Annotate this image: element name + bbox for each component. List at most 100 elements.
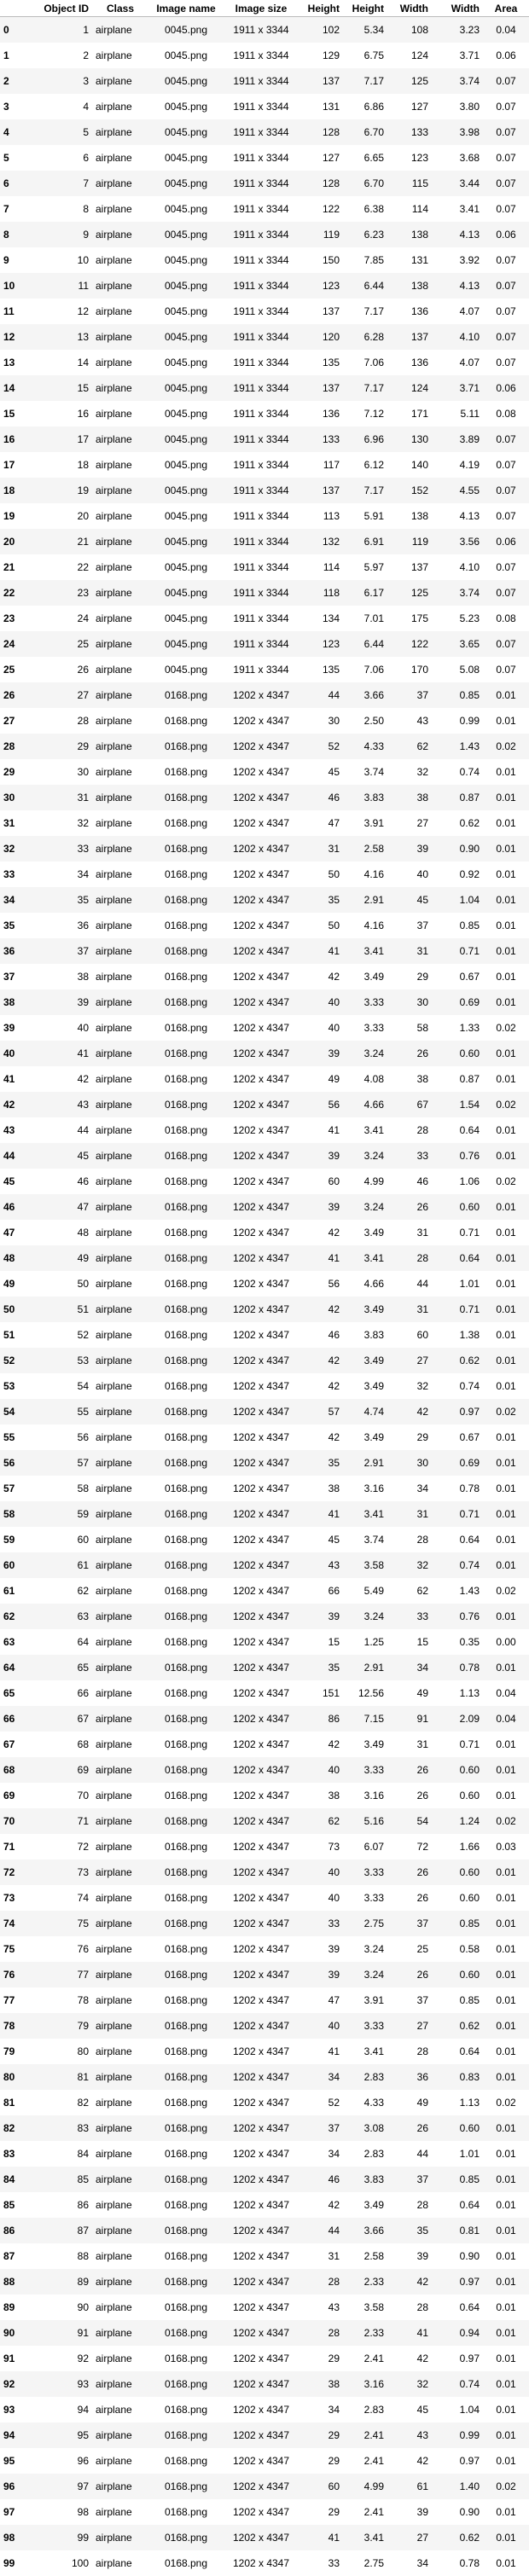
width-pct-cell: 5.23 <box>459 612 480 624</box>
image-size-cell: 1202 x 4347 <box>232 1610 290 1622</box>
table-row: 65 66 airplane 0168.png 1202 x 4347 151 12.56 4… <box>0 1680 529 1706</box>
area-cell: 0.01 <box>496 2198 516 2211</box>
height-px-cell: 29 <box>328 2505 340 2518</box>
image-name-cell: 0168.png <box>164 2505 208 2518</box>
image-name-cell: 0168.png <box>164 1814 208 1827</box>
row-index-cell: 86 <box>3 2224 15 2237</box>
image-name-cell: 0045.png <box>164 125 208 138</box>
width-px-cell: 67 <box>416 1098 428 1111</box>
width-pct-cell: 0.74 <box>459 2377 480 2390</box>
object-id-cell: 19 <box>77 484 89 496</box>
row-index-cell: 1 <box>3 49 9 61</box>
width-pct-cell: 4.07 <box>459 305 480 317</box>
row-index-cell: 72 <box>3 1865 15 1878</box>
table-row: 52 53 airplane 0168.png 1202 x 4347 42 3.49 27 0… <box>0 1347 529 1373</box>
width-pct-cell: 0.60 <box>459 1763 480 1776</box>
class-cell: airplane <box>96 125 132 138</box>
height-pct-cell: 4.99 <box>363 1175 384 1187</box>
row-index-cell: 16 <box>3 432 15 445</box>
image-name-cell: 0168.png <box>164 1558 208 1571</box>
table-row: 27 28 airplane 0168.png 1202 x 4347 30 2.50 43 0… <box>0 707 529 734</box>
image-name-cell: 0168.png <box>164 1430 208 1443</box>
width-pct-cell: 0.69 <box>459 995 480 1008</box>
height-px-cell: 38 <box>328 1482 340 1494</box>
row-index-cell: 55 <box>3 1430 15 1443</box>
class-cell: airplane <box>96 253 132 266</box>
area-cell: 0.01 <box>496 2326 516 2339</box>
height-px-cell: 86 <box>328 1712 340 1725</box>
area-cell: 0.01 <box>496 2275 516 2288</box>
width-px-cell: 41 <box>416 2326 428 2339</box>
image-size-cell: 1202 x 4347 <box>232 970 290 983</box>
width-px-cell: 37 <box>416 919 428 931</box>
class-cell: airplane <box>96 714 132 727</box>
height-pct-cell: 4.66 <box>363 1098 384 1111</box>
image-name-cell: 0045.png <box>164 279 208 292</box>
image-size-cell: 1202 x 4347 <box>232 1507 290 1520</box>
width-pct-cell: 3.80 <box>459 100 480 113</box>
image-name-cell: 0168.png <box>164 2352 208 2364</box>
height-pct-cell: 4.16 <box>363 919 384 931</box>
width-px-cell: 125 <box>410 586 428 599</box>
height-pct-cell: 7.15 <box>363 1712 384 1725</box>
width-pct-cell: 1.04 <box>459 2403 480 2416</box>
width-px-cell: 152 <box>410 484 428 496</box>
class-cell: airplane <box>96 1635 132 1648</box>
height-px-cell: 42 <box>328 1379 340 1392</box>
height-pct-cell: 3.74 <box>363 765 384 778</box>
width-px-cell: 42 <box>416 1405 428 1418</box>
image-name-cell: 0168.png <box>164 1917 208 1929</box>
image-size-cell: 1202 x 4347 <box>232 1993 290 2006</box>
class-cell: airplane <box>96 791 132 804</box>
height-pct-cell: 5.97 <box>363 560 384 573</box>
table-row: 66 67 airplane 0168.png 1202 x 4347 86 7.15 91 2… <box>0 1705 529 1732</box>
height-pct-cell: 3.91 <box>363 816 384 829</box>
width-pct-cell: 3.98 <box>459 125 480 138</box>
image-size-cell: 1202 x 4347 <box>232 2045 290 2057</box>
class-cell: airplane <box>96 2531 132 2544</box>
table-row: 96 97 airplane 0168.png 1202 x 4347 60 4.99 61 1… <box>0 2473 529 2499</box>
image-name-cell: 0168.png <box>164 1175 208 1187</box>
image-name-cell: 0045.png <box>164 23 208 36</box>
image-name-cell: 0168.png <box>164 1661 208 1674</box>
row-index-cell: 93 <box>3 2403 15 2416</box>
height-px-cell: 122 <box>322 202 340 215</box>
width-px-cell: 15 <box>416 1635 428 1648</box>
row-index-cell: 79 <box>3 2045 15 2057</box>
image-size-cell: 1202 x 4347 <box>232 688 290 701</box>
table-row: 30 31 airplane 0168.png 1202 x 4347 46 3.83 38 0… <box>0 784 529 810</box>
height-px-cell: 137 <box>322 74 340 87</box>
object-id-cell: 43 <box>77 1098 89 1111</box>
area-cell: 0.07 <box>496 484 516 496</box>
table-row: 22 23 airplane 0045.png 1911 x 3344 118 6.17 12… <box>0 579 529 606</box>
table-row: 13 14 airplane 0045.png 1911 x 3344 135 7.06 13… <box>0 349 529 375</box>
object-id-cell: 94 <box>77 2403 89 2416</box>
height-pct-cell: 3.41 <box>363 1507 384 1520</box>
object-id-cell: 66 <box>77 1686 89 1699</box>
height-px-cell: 57 <box>328 1405 340 1418</box>
height-px-cell: 40 <box>328 1865 340 1878</box>
area-cell: 0.01 <box>496 2224 516 2237</box>
table-row: 9 10 airplane 0045.png 1911 x 3344 150 7.85 131… <box>0 247 529 273</box>
width-pct-cell: 0.67 <box>459 970 480 983</box>
image-size-cell: 1202 x 4347 <box>232 842 290 855</box>
width-px-cell: 26 <box>416 1891 428 1904</box>
class-cell: airplane <box>96 356 132 368</box>
area-cell: 0.07 <box>496 458 516 471</box>
class-cell: airplane <box>96 1840 132 1853</box>
area-cell: 0.01 <box>496 995 516 1008</box>
table-row: 29 30 airplane 0168.png 1202 x 4347 45 3.74 32 0… <box>0 758 529 785</box>
class-cell: airplane <box>96 1277 132 1290</box>
image-name-cell: 0168.png <box>164 2428 208 2441</box>
image-name-cell: 0168.png <box>164 1456 208 1469</box>
width-pct-cell: 0.92 <box>459 867 480 880</box>
header-image-name: Image name <box>148 0 224 17</box>
image-name-cell: 0168.png <box>164 1251 208 1264</box>
width-px-cell: 28 <box>416 1123 428 1136</box>
height-pct-cell: 4.99 <box>363 2480 384 2492</box>
class-cell: airplane <box>96 484 132 496</box>
area-cell: 0.01 <box>496 2249 516 2262</box>
width-px-cell: 28 <box>416 2045 428 2057</box>
header-width-px: Width <box>387 0 432 17</box>
row-index-cell: 65 <box>3 1686 15 1699</box>
